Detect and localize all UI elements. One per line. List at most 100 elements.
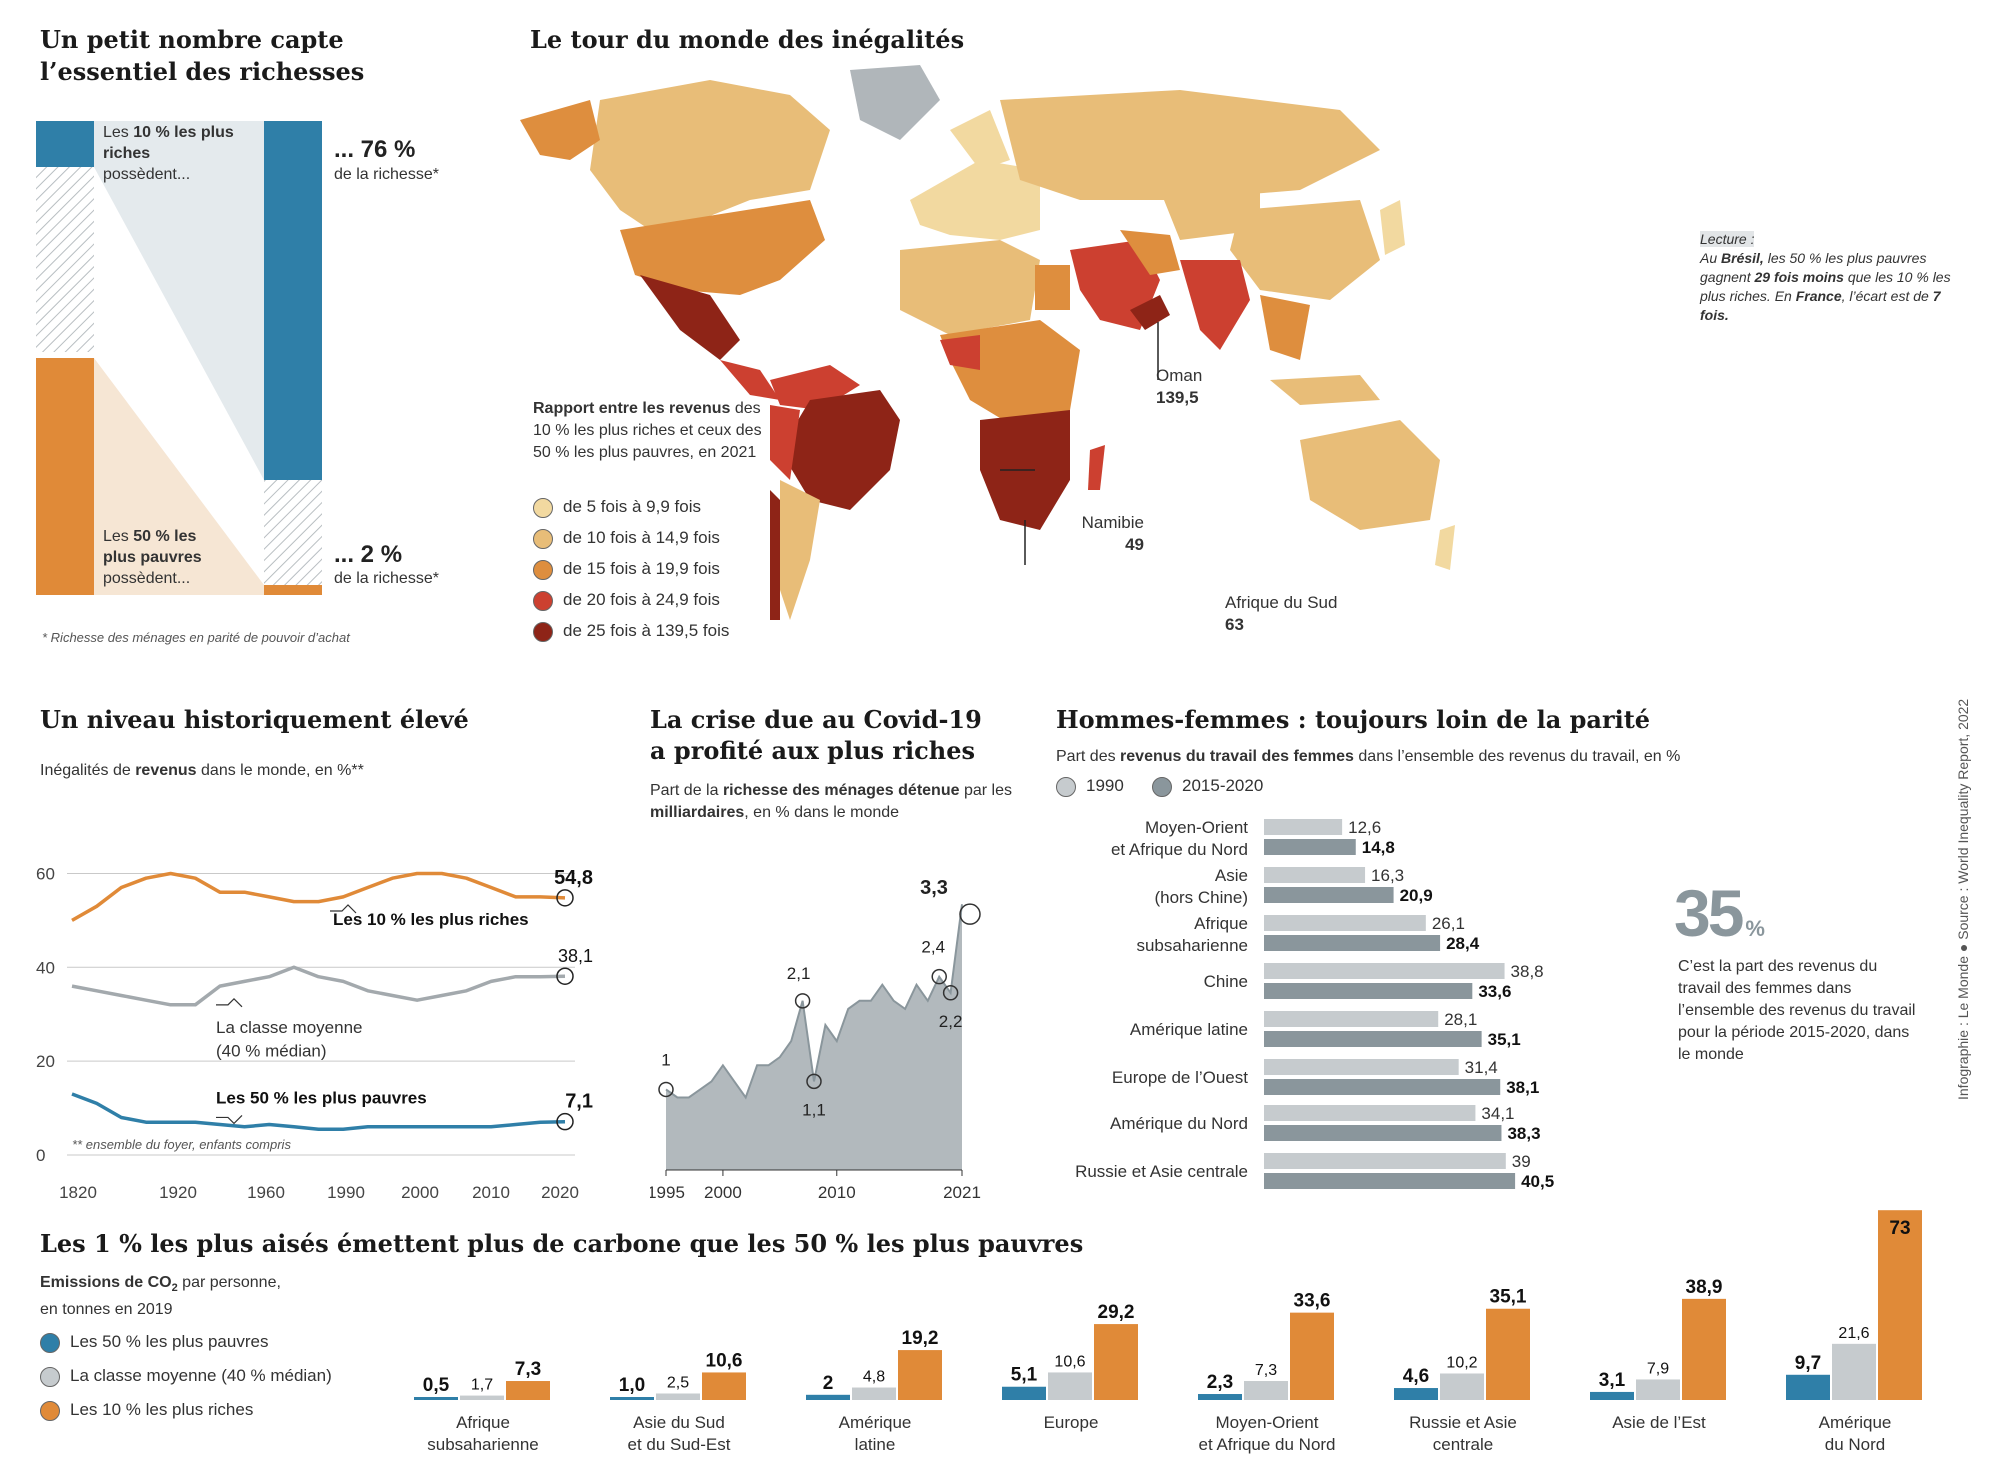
map-greenland (850, 65, 940, 140)
legend-swatch (533, 497, 553, 518)
y-tick-label: 0 (36, 1146, 45, 1165)
co2-bar (1094, 1324, 1138, 1400)
co2-category-label: et du Sud-Est (627, 1435, 730, 1454)
co2-bar (460, 1395, 504, 1400)
end-marker (556, 889, 574, 907)
co2-bar (1878, 1210, 1922, 1400)
co2-category-label: Europe (1044, 1413, 1099, 1432)
co2-bar (702, 1372, 746, 1400)
category-label: Asie (1215, 866, 1248, 885)
map-new-zealand (1435, 525, 1455, 570)
category-label: Russie et Asie centrale (1075, 1162, 1248, 1181)
covid-marker (942, 985, 959, 1001)
map-australia (1300, 420, 1440, 530)
pop-middle-hatch (36, 167, 94, 352)
map-legend-item: de 15 fois à 19,9 fois (533, 559, 720, 580)
co2-legend-richest: Les 10 % les plus riches (40, 1400, 253, 1421)
map-japan (1380, 200, 1405, 255)
bar-1990 (1264, 915, 1426, 931)
covid-marker (658, 1081, 674, 1098)
co2-bar (1002, 1386, 1046, 1400)
bottom50-value-sub: de la richesse* (334, 570, 439, 587)
value-label-1990: 34,1 (1481, 1104, 1514, 1123)
value-label-2015-2020: 38,3 (1507, 1124, 1540, 1143)
co2-subtitle: Emissions de CO2 par personne, en tonnes … (40, 1274, 281, 1319)
label-tick (216, 997, 243, 1008)
value-label-1990: 39 (1512, 1152, 1531, 1171)
category-label: subsaharienne (1136, 936, 1248, 955)
category-label: Chine (1204, 972, 1248, 991)
bar-2015-2020 (1264, 983, 1473, 999)
co2-value-label: 9,7 (1795, 1353, 1821, 1374)
bar-2015-2020 (1264, 1079, 1501, 1095)
co2-bar (1590, 1391, 1634, 1400)
category-label: Amérique du Nord (1110, 1114, 1248, 1133)
covid-value-label: 1 (661, 1050, 670, 1069)
gender-title: Hommes-femmes : toujours loin de la pari… (1056, 705, 1651, 734)
covid-marker (806, 1073, 822, 1090)
co2-category-label: latine (855, 1435, 896, 1454)
wealth-bottom50-bar (264, 585, 322, 595)
category-label: et Afrique du Nord (1111, 840, 1248, 859)
category-label: Amérique latine (1130, 1020, 1248, 1039)
co2-bar (656, 1393, 700, 1400)
map-legend-item: de 25 fois à 139,5 fois (533, 621, 729, 642)
gender-legend-2015: 2015-2020 (1152, 776, 1263, 797)
co2-value-label: 4,6 (1403, 1366, 1429, 1387)
legend-swatch (40, 1332, 60, 1353)
x-tick-label: 2010 (472, 1183, 510, 1202)
value-label-1990: 26,1 (1432, 914, 1465, 933)
map-andes (770, 405, 800, 480)
map-russia (1000, 90, 1380, 200)
map-canada (590, 80, 830, 230)
co2-value-label: 10,6 (1054, 1353, 1085, 1370)
co2-legend-middle: La classe moyenne (40 % médian) (40, 1366, 332, 1387)
covid-subtitle: Part de la richesse des ménages détenue … (650, 782, 1012, 821)
covid-value-label: 2,4 (921, 938, 945, 957)
bar-2015-2020 (1264, 1173, 1516, 1189)
hist-title: Un niveau historiquement élevé (40, 705, 469, 734)
y-tick-label: 20 (36, 1052, 55, 1071)
co2-category-label: Amérique (839, 1413, 912, 1432)
hist-subtitle: Inégalités de revenus dans le monde, en … (40, 762, 364, 779)
co2-value-label: 19,2 (902, 1328, 939, 1349)
gender-big-text: C’est la part des revenus du travail des… (1678, 958, 1916, 1063)
co2-value-label: 21,6 (1838, 1325, 1869, 1342)
x-tick-label: 2000 (401, 1183, 439, 1202)
x-tick-label: 1960 (247, 1183, 285, 1202)
x-tick-label: 2021 (943, 1183, 981, 1202)
series-label-middle: (40 % médian) (216, 1041, 327, 1060)
map-southern-cone (780, 480, 820, 620)
map-chile (770, 490, 780, 620)
value-label-2015-2020: 33,6 (1478, 982, 1511, 1001)
x-tick-label: 2010 (818, 1183, 856, 1202)
value-label-2015-2020: 14,8 (1362, 838, 1395, 857)
co2-value-label: 38,9 (1686, 1277, 1723, 1298)
legend-swatch (533, 590, 553, 611)
covid-value-label: 3,3 (920, 877, 948, 899)
end-value-label: 38,1 (558, 946, 593, 966)
map-central-asia (1160, 190, 1260, 240)
panel-a-footnote: * Richesse des ménages en parité de pouv… (42, 630, 350, 645)
co2-value-label: 2,5 (667, 1375, 689, 1392)
map-north-africa (900, 240, 1040, 335)
value-label-1990: 16,3 (1371, 866, 1404, 885)
co2-value-label: 7,3 (1255, 1362, 1277, 1379)
map-legend-title: Rapport entre les revenus des 10 % les p… (533, 400, 762, 461)
value-label-1990: 28,1 (1444, 1010, 1477, 1029)
covid-area (666, 904, 962, 1170)
co2-value-label: 33,6 (1294, 1291, 1331, 1312)
covid-marker (931, 968, 947, 985)
bottom50-connector (94, 358, 264, 595)
co2-bar (1786, 1374, 1830, 1400)
callout-namibie: Namibie 49 (1081, 513, 1144, 554)
co2-value-label: 29,2 (1098, 1302, 1135, 1323)
co2-category-label: centrale (1433, 1435, 1493, 1454)
bar-1990 (1264, 963, 1505, 979)
category-label: (hors Chine) (1154, 888, 1248, 907)
map-europe (910, 160, 1040, 240)
wealth-share-chart (36, 121, 322, 595)
co2-bar (1290, 1312, 1334, 1400)
covid-marker (794, 993, 811, 1009)
co2-category-label: Amérique (1819, 1413, 1892, 1432)
